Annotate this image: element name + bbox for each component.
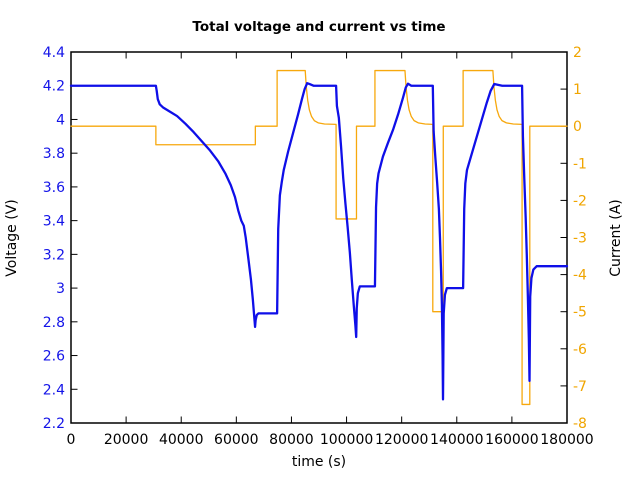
plot-series (69, 69, 569, 406)
voltage-series-line (69, 82, 569, 401)
axis-ticks: 0 20000 40000 60000 80000 100000 120000 140000 1… (43, 45, 594, 448)
y-left-tick-label: 3.8 (43, 146, 65, 162)
y-right-tick-label: 1 (573, 82, 582, 98)
x-tick-label: 20000 (104, 432, 149, 448)
plot-border (70, 51, 568, 424)
y-left-tick-label: 3.2 (43, 247, 65, 263)
y-right-tick-label: -6 (573, 342, 587, 358)
x-tick-label: 40000 (159, 432, 204, 448)
y-right-tick-label: -3 (573, 231, 587, 247)
y-left-tick-label: 4 (56, 112, 65, 128)
x-tick-label: 140000 (430, 432, 483, 448)
x-tick-label: 80000 (269, 432, 314, 448)
y-left-tick-label: 3 (56, 281, 65, 297)
y-right-tick-label: -1 (573, 156, 587, 172)
y-left-tick-label: 2.4 (43, 382, 65, 398)
y-left-tick-label: 3.4 (43, 214, 65, 230)
x-tick-label: 100000 (320, 432, 373, 448)
y-right-tick-label: -4 (573, 268, 587, 284)
y-right-tick-label: -5 (573, 305, 587, 321)
y-right-tick-label: 2 (573, 45, 582, 61)
y-left-tick-label: 2.8 (43, 315, 65, 331)
x-axis-label: time (s) (292, 454, 346, 470)
current-series-line (70, 69, 568, 406)
x-tick-label: 60000 (214, 432, 259, 448)
y-right-tick-label: -7 (573, 379, 587, 395)
y-left-tick-label: 2.2 (43, 416, 65, 432)
y-left-tick-label: 4.4 (43, 45, 65, 61)
y-right-axis-label: Current (A) (608, 199, 624, 277)
y-right-tick-label: 0 (573, 119, 582, 135)
y-left-tick-label: 2.6 (43, 349, 65, 365)
y-left-tick-label: 4.2 (43, 79, 65, 95)
chart-title: Total voltage and current vs time (192, 19, 445, 35)
y-left-axis-label: Voltage (V) (4, 199, 20, 276)
x-tick-label: 120000 (375, 432, 428, 448)
y-left-tick-label: 3.6 (43, 180, 65, 196)
x-tick-label: 0 (67, 432, 76, 448)
y-right-tick-label: -2 (573, 193, 587, 209)
y-right-tick-label: -8 (573, 416, 587, 432)
x-tick-label: 160000 (485, 432, 538, 448)
x-tick-label: 180000 (540, 432, 593, 448)
